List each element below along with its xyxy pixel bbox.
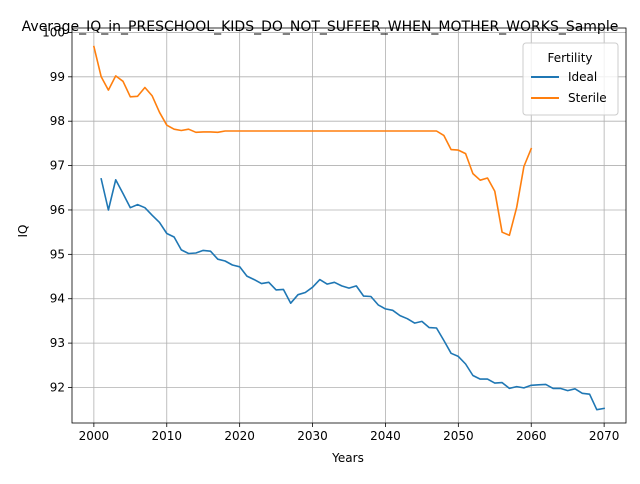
plot-frame [71,27,627,424]
y-axis-label: IQ [16,225,30,238]
series-line-sterile [92,45,533,237]
y-tick-label: 95 [50,247,65,261]
legend-label-sterile: Sterile [568,91,607,105]
x-axis-label: Years [331,451,364,465]
legend-title: Fertility [547,51,592,65]
x-tick-label: 2060 [516,429,547,443]
series-lines [92,45,606,411]
series-line-ideal [100,177,606,411]
legend: Fertility Ideal Sterile [522,42,619,116]
y-tick-label: 93 [50,336,65,350]
x-tick-label: 2040 [370,429,401,443]
chart-title: Average_IQ_in_PRESCHOOL_KIDS_DO_NOT_SUFF… [22,19,619,35]
y-tick-label: 99 [50,70,65,84]
y-axis-ticks: 92 93 94 95 96 97 98 99 100 [42,25,72,394]
y-tick-label: 96 [50,203,65,217]
x-tick-label: 2050 [443,429,474,443]
y-tick-label: 94 [50,292,65,306]
y-tick-label: 100 [42,25,65,39]
legend-label-ideal: Ideal [568,70,597,84]
y-tick-label: 92 [50,380,65,394]
y-tick-label: 97 [50,159,65,173]
x-axis-ticks: 2000 2010 2020 2030 2040 2050 2060 2070 [79,423,620,443]
x-tick-label: 2010 [151,429,182,443]
x-tick-label: 2030 [297,429,328,443]
y-tick-label: 98 [50,114,65,128]
x-tick-label: 2000 [79,429,110,443]
x-tick-label: 2020 [224,429,255,443]
x-tick-label: 2070 [589,429,620,443]
